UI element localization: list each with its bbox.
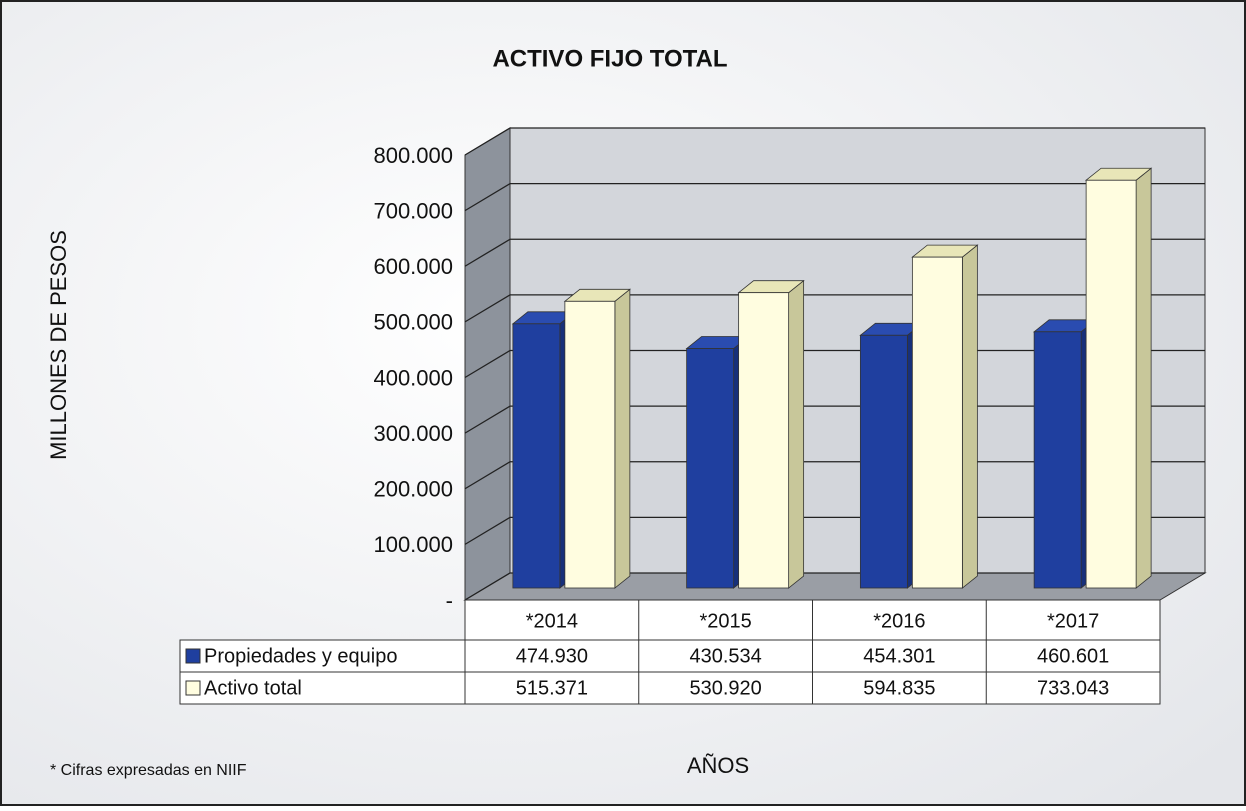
y-tick-label: 100.000: [373, 532, 453, 557]
data-label: 594.835: [863, 677, 935, 699]
y-tick-label: 400.000: [373, 365, 453, 390]
grid-line: [464, 127, 1205, 156]
bar: [564, 300, 616, 589]
bar: [686, 348, 735, 589]
data-label: 460.601: [1037, 645, 1109, 667]
x-tick-label: *2016: [873, 610, 925, 632]
footnote: * Cifras expresadas en NIIF: [50, 762, 247, 779]
data-label: 430.534: [689, 645, 761, 667]
y-tick-label: 600.000: [373, 254, 453, 279]
y-tick-label: 300.000: [373, 421, 453, 446]
bar: [1033, 331, 1082, 589]
y-tick-label: -: [446, 588, 453, 613]
bar: [1085, 179, 1137, 589]
bar-side: [1135, 167, 1152, 589]
legend-label: Propiedades y equipo: [204, 645, 397, 667]
bar-side: [961, 244, 978, 589]
y-tick-label: 800.000: [373, 143, 453, 168]
x-tick-label: *2017: [1047, 610, 1099, 632]
legend-swatch: [185, 680, 201, 696]
bar-side: [614, 288, 631, 589]
chart-title: ACTIVO FIJO TOTAL: [492, 45, 727, 72]
data-label: 530.920: [689, 677, 761, 699]
legend-label: Activo total: [204, 677, 302, 699]
data-label: 474.930: [516, 645, 588, 667]
bar: [512, 323, 561, 589]
data-label: 454.301: [863, 645, 935, 667]
bar: [859, 334, 908, 589]
x-axis-label: AÑOS: [687, 753, 749, 778]
y-tick-label: 200.000: [373, 477, 453, 502]
grid-line: [464, 238, 1205, 267]
y-tick-label: 500.000: [373, 310, 453, 335]
x-tick-label: *2014: [526, 610, 578, 632]
data-label: 733.043: [1037, 677, 1109, 699]
bar-side: [788, 279, 805, 589]
bar: [911, 256, 963, 589]
legend-swatch: [185, 648, 201, 664]
bar: [738, 292, 790, 589]
data-label: 515.371: [516, 677, 588, 699]
x-tick-label: *2015: [699, 610, 751, 632]
grid-line: [464, 182, 1205, 212]
y-tick-label: 700.000: [373, 198, 453, 223]
y-axis-label: MILLONES DE PESOS: [46, 230, 71, 460]
